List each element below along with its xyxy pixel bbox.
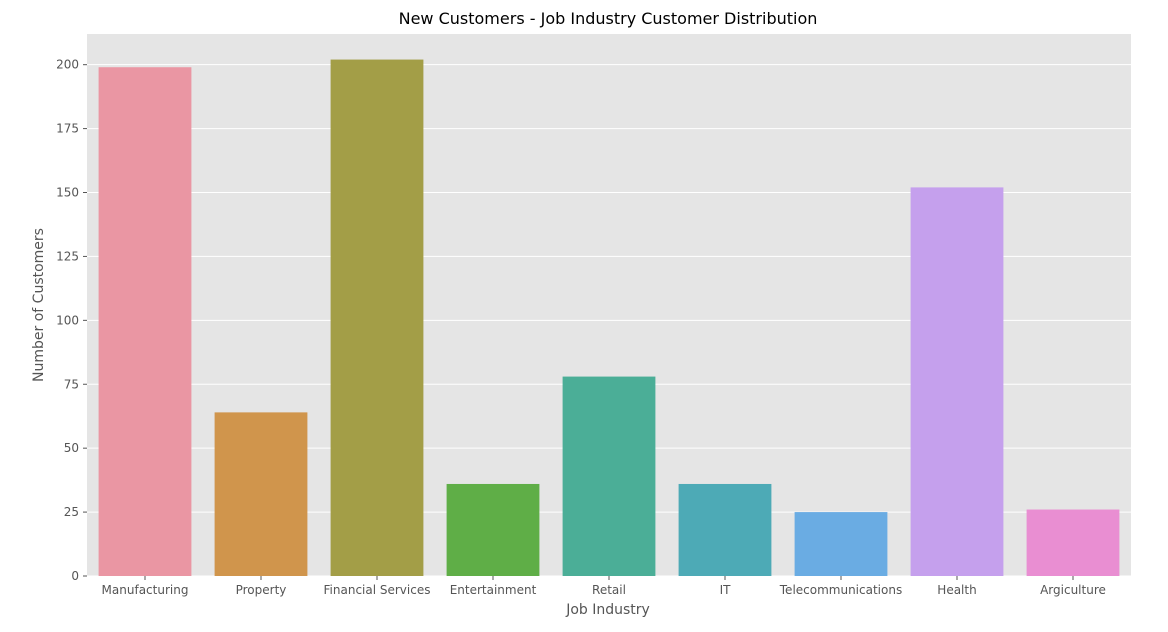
x-tick-label: IT: [720, 583, 732, 597]
bar: [910, 187, 1004, 576]
bar: [794, 512, 888, 576]
bar: [562, 376, 656, 576]
y-tick-label: 75: [64, 377, 79, 391]
x-tick-label: Retail: [592, 583, 626, 597]
y-tick-label: 175: [56, 122, 79, 136]
x-tick-label: Property: [236, 583, 287, 597]
x-tick-label: Argiculture: [1040, 583, 1106, 597]
bar: [446, 483, 540, 576]
bar: [1026, 509, 1120, 576]
x-axis-title: Job Industry: [565, 602, 650, 618]
x-tick-label: Health: [937, 583, 976, 597]
x-tick-label: Telecommunications: [779, 583, 902, 597]
y-axis-title: Number of Customers: [31, 228, 47, 382]
y-tick-label: 100: [56, 313, 79, 327]
bars: [98, 59, 1120, 577]
bar: [678, 483, 772, 576]
bar: [98, 67, 192, 577]
chart-title: New Customers - Job Industry Customer Di…: [399, 9, 818, 28]
y-tick-label: 0: [71, 569, 79, 583]
x-tick-label: Financial Services: [324, 583, 431, 597]
y-axis: 0 25 50 75 100 125 150 175 200: [56, 58, 87, 583]
bar: [330, 59, 424, 576]
y-tick-label: 25: [64, 505, 79, 519]
y-tick-label: 125: [56, 249, 79, 263]
x-tick-label: Entertainment: [450, 583, 537, 597]
x-tick-label: Manufacturing: [102, 583, 189, 597]
bar: [214, 412, 308, 576]
y-tick-label: 150: [56, 186, 79, 200]
x-axis: Manufacturing Property Financial Services E…: [102, 576, 1106, 597]
y-tick-label: 200: [56, 58, 79, 72]
y-tick-label: 50: [64, 441, 79, 455]
